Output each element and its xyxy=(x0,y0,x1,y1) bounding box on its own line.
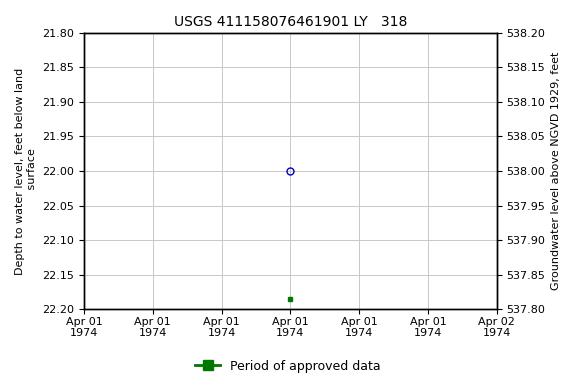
Legend: Period of approved data: Period of approved data xyxy=(190,355,386,378)
Title: USGS 411158076461901 LY   318: USGS 411158076461901 LY 318 xyxy=(174,15,407,29)
Y-axis label: Groundwater level above NGVD 1929, feet: Groundwater level above NGVD 1929, feet xyxy=(551,52,561,290)
Y-axis label: Depth to water level, feet below land
 surface: Depth to water level, feet below land su… xyxy=(15,67,37,275)
